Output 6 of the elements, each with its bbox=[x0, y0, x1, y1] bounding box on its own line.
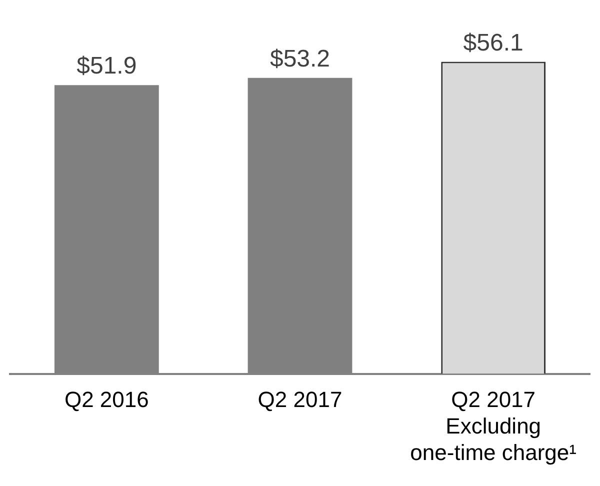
data-label: $53.2 bbox=[270, 45, 330, 72]
x-tick-label: Q2 2017 bbox=[258, 387, 342, 412]
x-tick-label: Q2 2017 Excluding one-time charge¹ bbox=[410, 387, 576, 465]
x-tick-label: Q2 2016 bbox=[64, 387, 149, 412]
data-label: $51.9 bbox=[76, 52, 137, 80]
data-label: $56.1 bbox=[463, 29, 524, 56]
